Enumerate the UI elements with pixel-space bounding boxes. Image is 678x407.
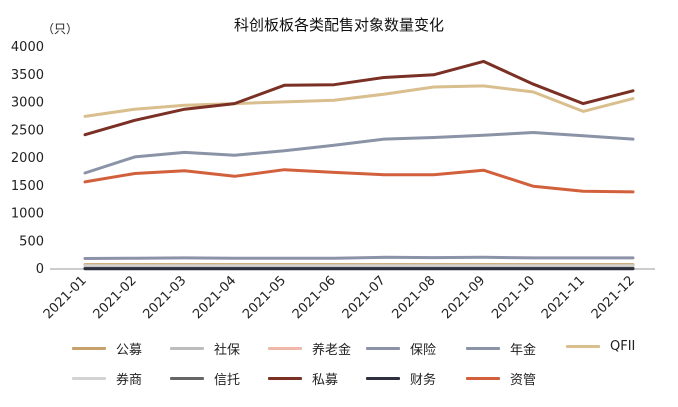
x-tick-label: 2021-07 <box>340 273 389 322</box>
y-tick-label: 500 <box>19 234 44 249</box>
series-line-3 <box>83 255 635 260</box>
y-tick-label: 2000 <box>11 151 44 166</box>
x-axis: 2021-01 2021-02 2021-03 2021-04 2021-05 2021-… <box>41 268 655 322</box>
chart-title: 科创板板各类配售对象数量变化 <box>234 16 444 34</box>
y-tick-label: 1500 <box>11 179 44 194</box>
x-tick-label: 2021-10 <box>489 273 538 322</box>
y-tick-label: 0 <box>36 262 44 277</box>
series-line-5 <box>83 84 635 118</box>
plot-area <box>83 59 635 271</box>
x-tick-label: 2021-02 <box>91 273 140 322</box>
y-axis: 0 500 1000 1500 2000 2500 3000 3500 4000 <box>11 40 44 277</box>
y-tick-label: 2500 <box>11 123 44 138</box>
y-tick-label: 3000 <box>11 96 44 111</box>
x-tick-label: 2021-11 <box>539 273 588 322</box>
x-tick-label: 2021-03 <box>140 273 189 322</box>
x-tick-label: 2021-05 <box>240 273 289 322</box>
x-tick-label: 2021-04 <box>190 273 239 322</box>
x-tick-label: 2021-01 <box>41 273 90 322</box>
y-tick-label: 3500 <box>11 68 44 83</box>
series-line-8 <box>83 59 635 137</box>
x-tick-label: 2021-06 <box>290 273 339 322</box>
x-tick-label: 2021-12 <box>589 273 638 322</box>
x-tick-label: 2021-09 <box>439 273 488 322</box>
x-tick-label: 2021-08 <box>390 273 439 322</box>
y-tick-label: 1000 <box>11 207 44 222</box>
series-line-4 <box>83 131 635 175</box>
y-tick-label: 4000 <box>11 40 44 55</box>
series-line-10 <box>83 168 635 194</box>
y-axis-unit-label: （只） <box>42 22 78 36</box>
